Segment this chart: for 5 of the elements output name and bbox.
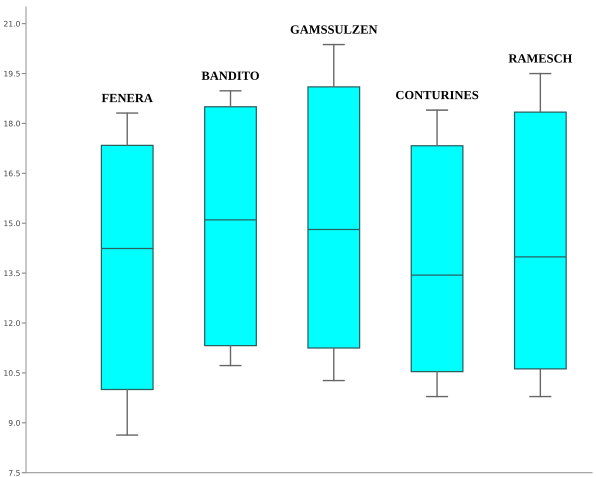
x-tick-label: CONTURINES: [396, 90, 478, 100]
x-tick-label: RAMESCH: [508, 54, 572, 63]
x-tick-label: GAMSSULZEN: [290, 25, 378, 34]
x-tick-label: BANDITO: [202, 72, 259, 80]
x-tick-label: FENERA: [102, 94, 153, 102]
